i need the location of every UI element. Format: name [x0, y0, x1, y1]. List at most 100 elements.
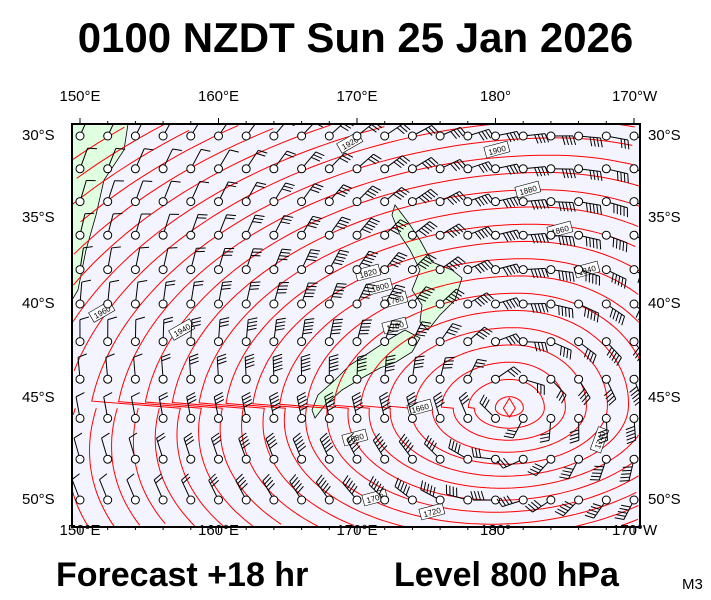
contour-label: 1820: [354, 263, 382, 282]
station-circle: [297, 413, 307, 423]
wind-barb: [130, 353, 143, 384]
station-circle: [158, 337, 168, 347]
station-circle: [241, 413, 251, 423]
height-contour: [91, 137, 633, 527]
wind-barb: [435, 288, 465, 309]
station-circle: [352, 374, 362, 384]
wind-barb: [289, 474, 307, 505]
wind-barb: [130, 180, 153, 207]
lat-tick-label: 50°S: [648, 491, 681, 508]
model-tag: M3: [682, 576, 703, 593]
station-circle: [491, 131, 500, 141]
wind-barb: [518, 197, 550, 210]
wind-barb: [130, 280, 148, 309]
wind-barb: [546, 299, 574, 319]
station-circle: [601, 495, 611, 505]
wind-barb: [491, 366, 522, 384]
station-circle: [130, 164, 140, 174]
station-circle: [574, 230, 584, 240]
station-circle: [601, 131, 611, 141]
height-contour: [467, 378, 545, 429]
station-circle: [463, 197, 473, 207]
station-circle: [241, 230, 251, 240]
map-frame: [71, 123, 641, 528]
wind-barb: [601, 164, 629, 184]
wind-barb: [214, 280, 232, 309]
wind-barb: [269, 317, 286, 347]
height-contour: [117, 154, 637, 527]
height-contour: [72, 124, 239, 527]
wind-barb: [158, 353, 171, 384]
wind-barb: [463, 128, 495, 141]
wind-barb: [380, 354, 396, 384]
height-contour: [72, 126, 125, 161]
station-circle: [407, 495, 417, 505]
station-circle: [186, 265, 196, 275]
contour-label: 1680: [341, 428, 369, 447]
wind-barb: [158, 392, 169, 423]
wind-barb: [75, 212, 95, 240]
low-centre-contour: [502, 397, 516, 419]
station-circle: [186, 230, 196, 240]
station-circle: [601, 197, 611, 207]
australia-land: [72, 124, 129, 301]
contour-label: 1800: [366, 277, 394, 296]
station-circle: [103, 265, 113, 275]
station-circle: [158, 374, 168, 384]
station-circle: [352, 164, 362, 174]
station-circle: [407, 374, 417, 384]
wind-barb: [269, 124, 295, 141]
station-circle: [158, 495, 168, 505]
wind-barb: [407, 221, 438, 240]
wind-barb: [352, 124, 383, 141]
station-circle: [546, 299, 556, 309]
wind-barb: [75, 316, 90, 347]
wind-barb: [435, 190, 467, 207]
station-circle: [380, 413, 390, 423]
wind-barb: [186, 247, 206, 275]
height-contour: [144, 172, 640, 525]
station-circle: [214, 299, 223, 309]
wind-barb: [128, 432, 140, 464]
wind-barb: [103, 213, 123, 240]
wind-barb: [297, 249, 321, 275]
station-circle: [75, 197, 85, 207]
wind-barb: [407, 286, 435, 309]
station-circle: [435, 230, 445, 240]
station-circle: [103, 164, 113, 174]
station-circle: [297, 374, 307, 384]
wind-barb: [315, 474, 334, 505]
wind-barb: [158, 316, 174, 347]
station-circle: [518, 299, 528, 309]
wind-barb: [597, 413, 611, 444]
station-circle: [214, 495, 223, 505]
station-circle: [435, 454, 445, 464]
chart-title: 0100 NZDT Sun 25 Jan 2026: [77, 14, 634, 61]
wind-barb: [407, 157, 439, 174]
wind-barb: [518, 374, 545, 395]
station-circle: [214, 164, 223, 174]
wind-barb: [235, 473, 251, 505]
wind-barb: [518, 265, 549, 279]
station-circle: [130, 299, 140, 309]
wind-barb: [546, 374, 567, 404]
wind-barb: [629, 197, 640, 207]
station-circle: [158, 299, 168, 309]
wind-barb: [574, 131, 603, 148]
wind-barb: [269, 182, 295, 207]
station-circle: [629, 337, 639, 347]
wind-barb: [186, 280, 204, 309]
height-contour: [76, 124, 165, 179]
wind-barb: [158, 213, 180, 240]
wind-barb: [406, 391, 418, 423]
station-circle: [269, 230, 279, 240]
wind-barb: [130, 316, 146, 347]
wind-barb: [546, 265, 575, 282]
wind-barb: [407, 125, 439, 141]
wind-barb: [435, 159, 467, 174]
station-circle: [601, 413, 611, 423]
wind-barb: [518, 164, 550, 177]
wind-barb: [297, 318, 315, 347]
station-circle: [269, 197, 279, 207]
station-circle: [546, 495, 556, 505]
